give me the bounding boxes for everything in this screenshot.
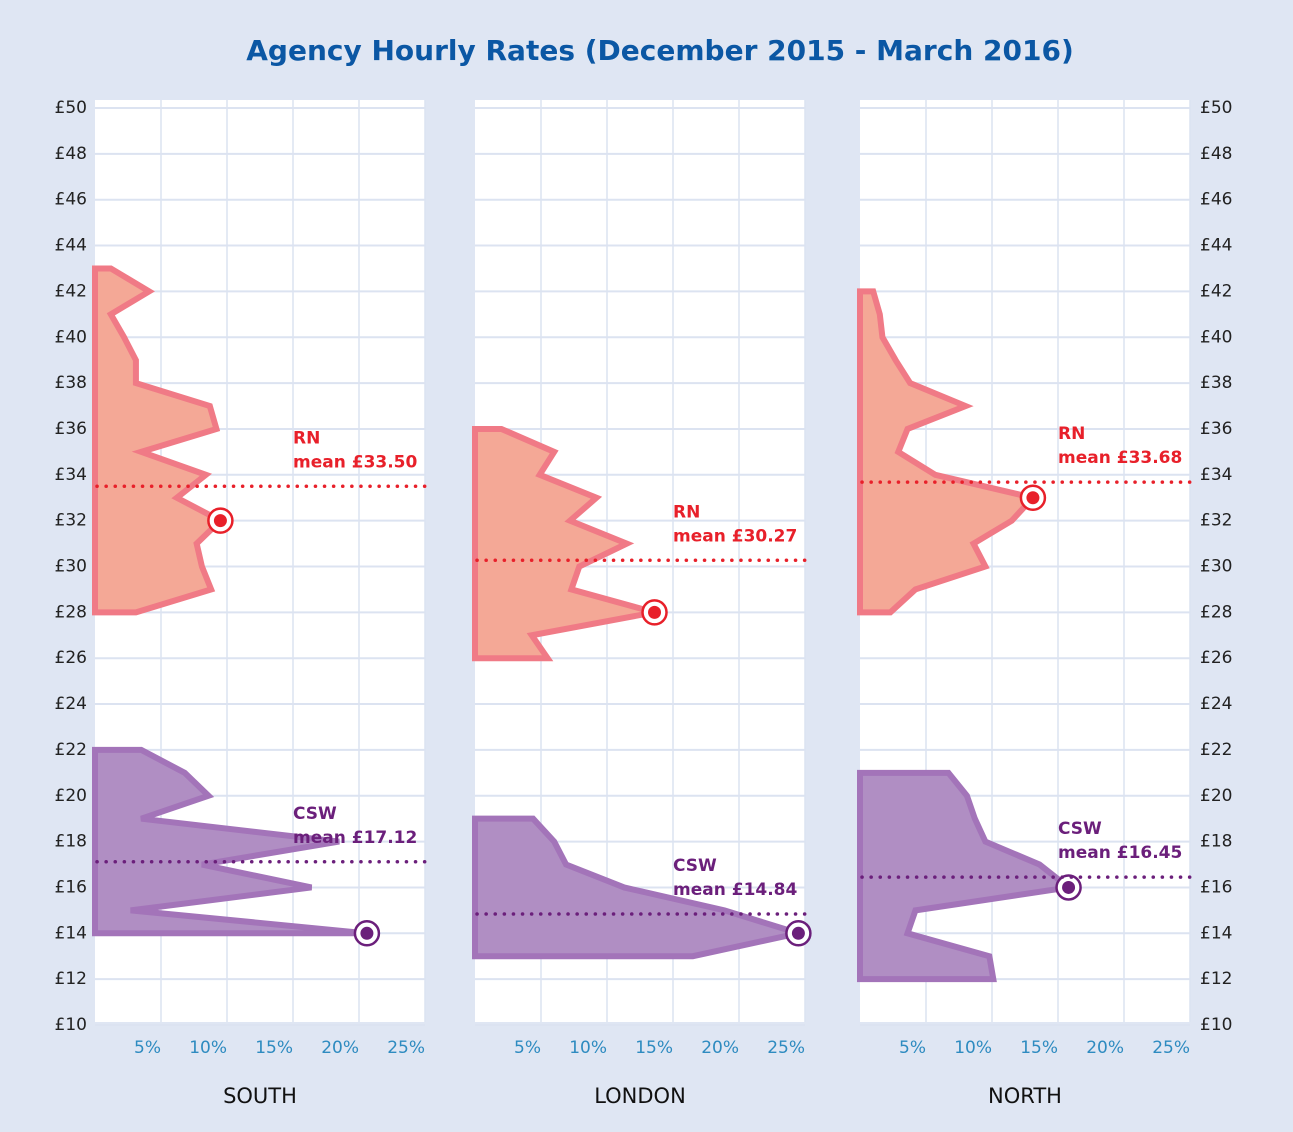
- y-tick-label: £36: [55, 419, 87, 439]
- x-tick-label: 20%: [1086, 1038, 1124, 1058]
- series-name: CSW: [293, 804, 337, 824]
- series-name: RN: [293, 428, 320, 448]
- y-tick-label: £44: [55, 236, 87, 256]
- panel-label: SOUTH: [223, 1084, 297, 1108]
- y-tick-label: £26: [55, 648, 87, 668]
- y-tick-label: £24: [55, 694, 87, 714]
- y-tick-label: £12: [55, 969, 87, 989]
- panel-label: NORTH: [988, 1084, 1062, 1108]
- area: [92, 265, 226, 616]
- area: [472, 425, 656, 662]
- series-name: RN: [673, 502, 700, 522]
- y-tick-label: £20: [1200, 786, 1232, 806]
- y-tick-label: £36: [1200, 419, 1232, 439]
- y-tick-label: £28: [1200, 602, 1232, 622]
- mean-label: mean £33.68: [1058, 448, 1182, 468]
- x-tick-label: 10%: [954, 1038, 992, 1058]
- mean-label: mean £33.50: [293, 452, 418, 472]
- x-tick-label: 10%: [569, 1038, 607, 1058]
- y-tick-label: £30: [1200, 557, 1232, 577]
- mean-label: mean £30.27: [673, 526, 797, 546]
- y-tick-label: £22: [55, 740, 87, 760]
- y-tick-label: £32: [55, 511, 87, 531]
- y-tick-label: £18: [55, 832, 87, 852]
- y-tick-label: £34: [1200, 465, 1232, 485]
- y-tick-label: £18: [1200, 832, 1232, 852]
- series-name: RN: [1058, 424, 1085, 444]
- y-tick-label: £28: [55, 602, 87, 622]
- y-tick-label: £20: [55, 786, 87, 806]
- y-tick-label: £26: [1200, 648, 1232, 668]
- y-tick-label: £44: [1200, 236, 1232, 256]
- y-tick-label: £34: [55, 465, 87, 485]
- x-tick-label: 25%: [387, 1038, 425, 1058]
- y-tick-label: £40: [1200, 327, 1232, 347]
- mean-label: mean £14.84: [673, 880, 798, 900]
- y-tick-label: £48: [55, 144, 87, 164]
- y-tick-label: £24: [1200, 694, 1232, 714]
- y-tick-label: £22: [1200, 740, 1232, 760]
- y-tick-label: £12: [1200, 969, 1232, 989]
- area: [857, 288, 1039, 616]
- y-tick-label: £30: [55, 557, 87, 577]
- y-tick-label: £32: [1200, 511, 1232, 531]
- x-tick-label: 20%: [321, 1038, 359, 1058]
- x-tick-label: 25%: [767, 1038, 805, 1058]
- area: [92, 746, 368, 937]
- y-tick-label: £42: [55, 281, 87, 301]
- y-tick-label: £38: [55, 373, 87, 393]
- chart-title: Agency Hourly Rates (December 2015 - Mar…: [246, 34, 1074, 67]
- y-tick-label: £10: [1200, 1015, 1232, 1035]
- peak-dot: [213, 514, 227, 528]
- y-tick-label: £14: [1200, 923, 1232, 943]
- y-tick-label: £16: [55, 877, 87, 897]
- peak-dot: [648, 605, 662, 619]
- panel-label: LONDON: [594, 1084, 686, 1108]
- y-tick-label: £40: [55, 327, 87, 347]
- peak-dot: [791, 926, 805, 940]
- y-tick-label: £46: [55, 190, 87, 210]
- peak-dot: [360, 926, 374, 940]
- y-tick-label: £42: [1200, 281, 1232, 301]
- x-tick-label: 10%: [189, 1038, 227, 1058]
- x-tick-label: 20%: [701, 1038, 739, 1058]
- series-name: CSW: [673, 856, 717, 876]
- y-tick-label: £14: [55, 923, 87, 943]
- y-tick-label: £48: [1200, 144, 1232, 164]
- y-tick-label: £10: [55, 1015, 87, 1035]
- peak-dot: [1062, 880, 1076, 894]
- x-tick-label: 15%: [635, 1038, 673, 1058]
- y-tick-label: £46: [1200, 190, 1232, 210]
- x-tick-label: 15%: [1020, 1038, 1058, 1058]
- x-tick-label: 5%: [514, 1038, 541, 1058]
- y-tick-label: £38: [1200, 373, 1232, 393]
- mean-label: mean £17.12: [293, 828, 417, 848]
- y-tick-label: £16: [1200, 877, 1232, 897]
- peak-dot: [1026, 491, 1040, 505]
- x-tick-label: 15%: [255, 1038, 293, 1058]
- area: [472, 815, 811, 960]
- y-tick-label: £50: [55, 98, 87, 118]
- x-tick-label: 5%: [899, 1038, 926, 1058]
- x-tick-label: 5%: [134, 1038, 161, 1058]
- x-tick-label: 25%: [1152, 1038, 1190, 1058]
- series-name: CSW: [1058, 819, 1102, 839]
- y-tick-label: £50: [1200, 98, 1232, 118]
- mean-label: mean £16.45: [1058, 843, 1182, 863]
